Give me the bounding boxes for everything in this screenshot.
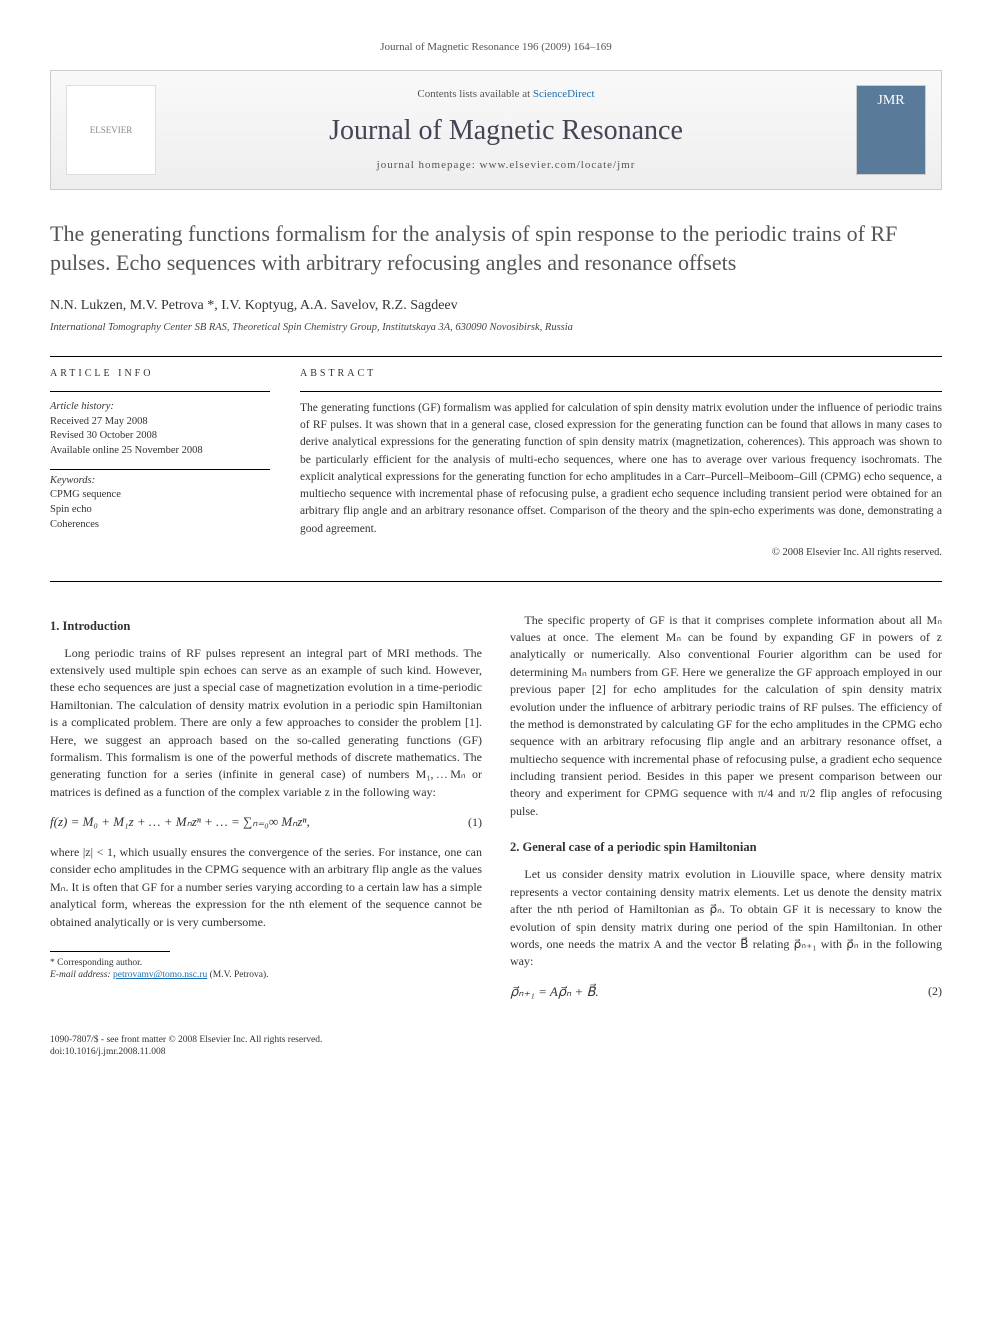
banner-center: Contents lists available at ScienceDirec… <box>156 87 856 173</box>
meta-abstract-row: ARTICLE INFO Article history: Received 2… <box>50 367 942 561</box>
article-info-column: ARTICLE INFO Article history: Received 2… <box>50 367 270 561</box>
footer-front-matter: 1090-7807/$ - see front matter © 2008 El… <box>50 1034 942 1046</box>
section-2-para-1: Let us consider density matrix evolution… <box>510 866 942 970</box>
footnote-email: E-mail address: petrovamv@tomo.nsc.ru (M… <box>50 969 482 981</box>
publisher-logo: ELSEVIER <box>66 85 156 175</box>
abstract-column: ABSTRACT The generating functions (GF) f… <box>300 367 942 561</box>
keyword: Coherences <box>50 518 270 533</box>
keyword: CPMG sequence <box>50 488 270 503</box>
email-suffix: (M.V. Petrova). <box>210 970 269 980</box>
journal-banner: ELSEVIER Contents lists available at Sci… <box>50 70 942 190</box>
keyword: Spin echo <box>50 503 270 518</box>
history-received: Received 27 May 2008 <box>50 415 270 430</box>
keywords-label: Keywords: <box>50 474 270 489</box>
article-info-heading: ARTICLE INFO <box>50 367 270 381</box>
equation-1-number: (1) <box>452 814 482 831</box>
contents-line: Contents lists available at ScienceDirec… <box>156 87 856 102</box>
abstract-copyright: © 2008 Elsevier Inc. All rights reserved… <box>300 546 942 561</box>
affiliation: International Tomography Center SB RAS, … <box>50 321 942 336</box>
sciencedirect-link[interactable]: ScienceDirect <box>533 88 595 100</box>
contents-prefix: Contents lists available at <box>417 88 532 100</box>
body-columns: 1. Introduction Long periodic trains of … <box>50 612 942 1014</box>
email-label: E-mail address: <box>50 970 111 980</box>
journal-cover-thumb: JMR <box>856 85 926 175</box>
section-1-para-1: Long periodic trains of RF pulses repres… <box>50 645 482 802</box>
publisher-logo-text: ELSEVIER <box>90 124 133 137</box>
section-1-heading: 1. Introduction <box>50 617 482 635</box>
footer-doi: doi:10.1016/j.jmr.2008.11.008 <box>50 1046 942 1058</box>
rule-top <box>50 356 942 357</box>
rule-bottom <box>50 581 942 582</box>
page-footer: 1090-7807/$ - see front matter © 2008 El… <box>50 1034 942 1059</box>
left-column: 1. Introduction Long periodic trains of … <box>50 612 482 1014</box>
journal-homepage: journal homepage: www.elsevier.com/locat… <box>156 158 856 173</box>
abstract-text: The generating functions (GF) formalism … <box>300 400 942 538</box>
journal-name: Journal of Magnetic Resonance <box>156 111 856 150</box>
kw-rule <box>50 469 270 470</box>
equation-2-number: (2) <box>912 983 942 1000</box>
section-1-para-3: The specific property of GF is that it c… <box>510 612 942 821</box>
cover-abbrev: JMR <box>877 91 904 111</box>
equation-2-body: ρ⃗ₙ₊₁ = Aρ⃗ₙ + B⃗. <box>510 983 912 1002</box>
author-list: N.N. Lukzen, M.V. Petrova *, I.V. Koptyu… <box>50 296 942 316</box>
running-header: Journal of Magnetic Resonance 196 (2009)… <box>50 40 942 55</box>
section-2-heading: 2. General case of a periodic spin Hamil… <box>510 838 942 856</box>
abs-rule <box>300 391 942 392</box>
article-title: The generating functions formalism for t… <box>50 220 942 277</box>
equation-2: ρ⃗ₙ₊₁ = Aρ⃗ₙ + B⃗. (2) <box>510 983 942 1002</box>
history-available: Available online 25 November 2008 <box>50 444 270 459</box>
footnote-rule <box>50 951 170 952</box>
info-rule <box>50 391 270 392</box>
email-link[interactable]: petrovamv@tomo.nsc.ru <box>113 970 207 980</box>
section-1-para-2: where |z| < 1, which usually ensures the… <box>50 844 482 931</box>
abstract-heading: ABSTRACT <box>300 367 942 381</box>
right-column: The specific property of GF is that it c… <box>510 612 942 1014</box>
footnote-corresponding: * Corresponding author. <box>50 957 482 969</box>
history-revised: Revised 30 October 2008 <box>50 429 270 444</box>
equation-1: f(z) = M₀ + M₁z + … + Mₙzⁿ + … = ∑ₙ₌₀∞ M… <box>50 813 482 832</box>
history-label: Article history: <box>50 400 270 415</box>
equation-1-body: f(z) = M₀ + M₁z + … + Mₙzⁿ + … = ∑ₙ₌₀∞ M… <box>50 813 452 832</box>
